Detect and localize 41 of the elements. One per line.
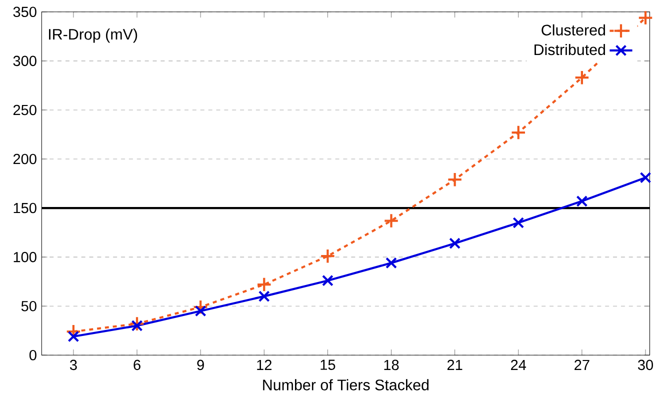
x-tick-label: 9 (197, 360, 204, 370)
point (512, 217, 524, 229)
point (131, 320, 143, 332)
y-tick-label: 300 (13, 56, 36, 66)
x-tick-label: 21 (447, 360, 462, 370)
point (447, 172, 462, 188)
legend-label: Distributed (534, 44, 605, 56)
point (384, 213, 399, 229)
x-tick-label: 30 (638, 360, 654, 370)
point (449, 238, 461, 250)
point (320, 248, 336, 264)
x-tick-label: 18 (384, 360, 399, 370)
point (574, 70, 590, 86)
point (258, 290, 270, 302)
x-axis-title: Number of Tiers Stacked (263, 379, 429, 391)
y-tick-label: 50 (21, 301, 36, 312)
x-tick-label: 15 (320, 360, 336, 370)
point (129, 316, 145, 332)
y-tick-label: 100 (14, 252, 36, 262)
y-tick-label: 250 (13, 105, 36, 116)
x-tick-label: 24 (511, 360, 526, 370)
point (322, 275, 334, 287)
legend-label: Clustered (542, 24, 605, 36)
x-tick-label: 3 (70, 360, 77, 370)
point (510, 125, 526, 140)
point (68, 330, 80, 342)
y-tick-label: 350 (13, 6, 36, 18)
point (638, 10, 654, 26)
y-tick-label: 0 (29, 350, 36, 360)
point (576, 196, 588, 208)
point (386, 257, 397, 269)
point (194, 305, 206, 317)
x-tick-label: 27 (574, 360, 590, 370)
x-tick-label: 12 (257, 360, 272, 370)
point (192, 300, 208, 315)
y-axis-title: IR-Drop (mV) (49, 28, 138, 43)
point (256, 277, 272, 292)
x-tick-label: 6 (134, 360, 140, 370)
y-tick-label: 150 (14, 203, 36, 214)
point (640, 172, 652, 184)
y-tick-label: 200 (13, 154, 36, 164)
